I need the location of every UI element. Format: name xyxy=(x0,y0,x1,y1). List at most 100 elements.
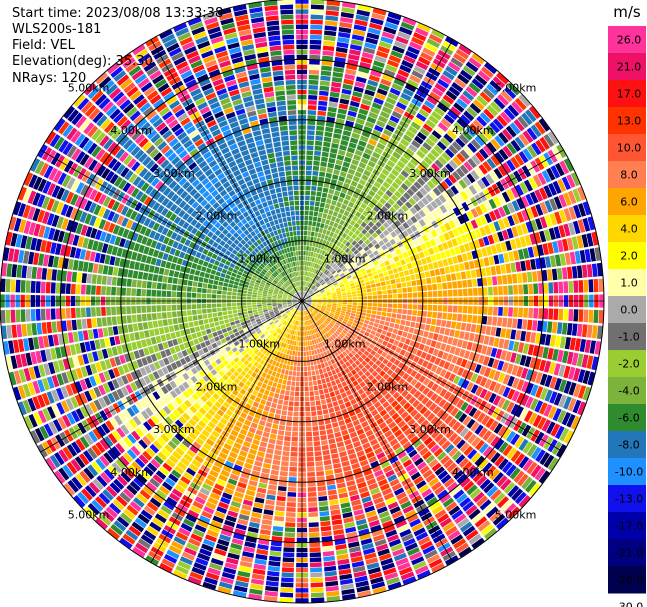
velocity-gate xyxy=(265,174,272,180)
velocity-gate xyxy=(375,92,386,101)
velocity-gate xyxy=(321,281,326,286)
velocity-gate xyxy=(414,135,424,145)
velocity-gate xyxy=(218,120,228,128)
velocity-gate xyxy=(188,55,201,64)
velocity-gate xyxy=(240,122,250,130)
velocity-gate xyxy=(506,142,517,155)
velocity-gate xyxy=(317,298,322,300)
velocity-gate xyxy=(306,261,310,266)
velocity-gate xyxy=(245,137,255,144)
velocity-gate xyxy=(191,333,198,340)
velocity-gate xyxy=(427,213,435,222)
velocity-gate xyxy=(528,283,534,295)
velocity-gate xyxy=(238,214,245,221)
velocity-gate xyxy=(463,243,471,252)
velocity-gate xyxy=(419,272,426,279)
velocity-gate xyxy=(313,274,317,279)
velocity-gate xyxy=(402,88,414,97)
velocity-gate xyxy=(341,203,347,210)
velocity-gate xyxy=(423,156,433,166)
velocity-gate xyxy=(378,83,390,92)
velocity-gate xyxy=(286,175,292,181)
velocity-gate xyxy=(319,202,325,208)
velocity-gate xyxy=(317,277,322,282)
velocity-gate xyxy=(21,323,28,337)
velocity-gate xyxy=(202,12,217,21)
velocity-gate xyxy=(291,221,296,226)
velocity-gate xyxy=(310,29,323,35)
velocity-gate xyxy=(289,273,293,278)
velocity-gate xyxy=(287,110,297,115)
velocity-gate xyxy=(424,170,433,179)
velocity-gate xyxy=(251,22,265,29)
velocity-gate xyxy=(338,263,344,268)
velocity-gate xyxy=(312,216,318,222)
velocity-gate xyxy=(366,32,380,40)
velocity-gate xyxy=(174,160,184,169)
velocity-gate xyxy=(365,37,378,45)
velocity-gate xyxy=(519,236,527,248)
velocity-gate xyxy=(313,288,318,292)
velocity-gate xyxy=(339,208,345,215)
velocity-gate xyxy=(450,185,459,195)
velocity-gate xyxy=(340,288,346,292)
velocity-gate xyxy=(276,275,281,280)
velocity-gate xyxy=(374,278,380,283)
velocity-gate xyxy=(262,298,267,300)
velocity-gate xyxy=(287,185,293,191)
velocity-gate xyxy=(395,73,408,83)
velocity-gate xyxy=(306,295,310,298)
velocity-gate xyxy=(385,124,395,133)
velocity-gate xyxy=(503,108,516,121)
velocity-gate xyxy=(490,101,502,113)
velocity-gate xyxy=(382,229,390,237)
velocity-gate xyxy=(188,274,194,281)
velocity-gate xyxy=(239,144,248,152)
velocity-gate xyxy=(166,311,172,319)
velocity-gate xyxy=(255,166,263,173)
velocity-gate xyxy=(254,37,267,44)
velocity-gate xyxy=(225,156,235,164)
velocity-gate xyxy=(111,286,116,296)
velocity-gate xyxy=(172,338,179,346)
velocity-gate xyxy=(165,115,176,125)
velocity-gate xyxy=(528,106,541,119)
velocity-gate xyxy=(390,231,397,238)
velocity-gate xyxy=(351,288,357,292)
velocity-gate xyxy=(329,152,337,159)
velocity-gate xyxy=(224,319,230,324)
velocity-gate xyxy=(112,267,119,276)
velocity-gate xyxy=(404,179,413,188)
velocity-gate xyxy=(290,267,294,273)
velocity-gate xyxy=(228,283,234,288)
velocity-gate xyxy=(345,287,351,291)
velocity-gate xyxy=(388,185,397,194)
velocity-gate xyxy=(114,335,121,345)
velocity-gate xyxy=(494,151,505,164)
velocity-gate xyxy=(354,243,360,249)
velocity-gate xyxy=(6,263,13,277)
velocity-gate xyxy=(262,164,270,171)
velocity-gate xyxy=(106,316,112,326)
velocity-gate xyxy=(414,253,421,261)
velocity-gate xyxy=(367,272,373,278)
velocity-gate xyxy=(416,279,422,286)
velocity-gate xyxy=(468,57,482,69)
velocity-gate xyxy=(254,161,262,168)
velocity-gate xyxy=(321,60,333,66)
velocity-gate xyxy=(270,50,282,56)
velocity-gate xyxy=(316,125,325,131)
velocity-gate xyxy=(241,296,247,300)
velocity-gate xyxy=(194,169,204,178)
velocity-gate xyxy=(292,175,299,181)
velocity-gate xyxy=(65,283,71,294)
velocity-gate xyxy=(493,97,506,110)
velocity-gate xyxy=(227,291,232,296)
velocity-gate xyxy=(320,223,325,229)
velocity-gate xyxy=(482,87,495,100)
velocity-gate xyxy=(518,151,529,164)
velocity-gate xyxy=(372,295,378,299)
velocity-gate xyxy=(503,285,508,295)
velocity-gate xyxy=(155,258,162,267)
velocity-gate xyxy=(455,137,466,148)
